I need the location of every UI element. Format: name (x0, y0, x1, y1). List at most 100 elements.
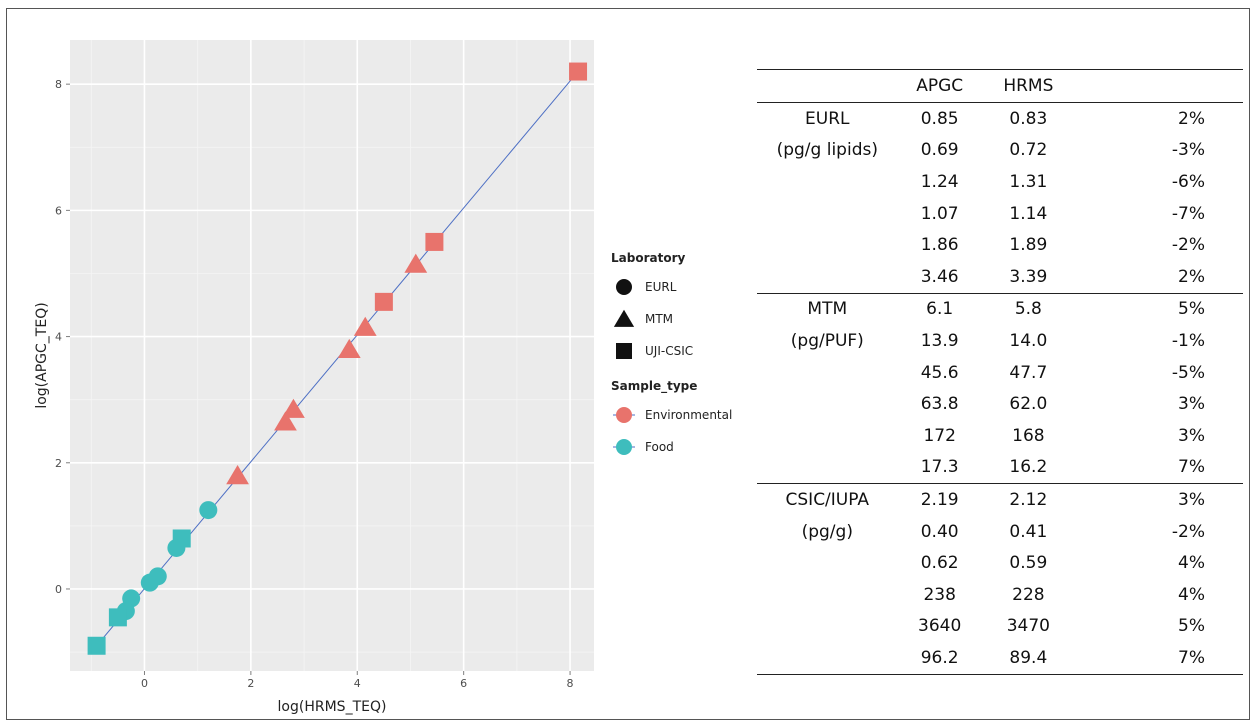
table-cell-diff: 3% (1075, 484, 1243, 516)
table-cell-apgc: 172 (898, 420, 982, 452)
table-row: (pg/g) 0.40 0.41 -2% (757, 516, 1243, 548)
legend-symbol (611, 306, 637, 332)
figure-frame: 0 2 4 6 8 0 2 4 6 8 log(HRMS_TEQ) log(APGC_TEQ) Lab… (6, 8, 1250, 720)
data-point (425, 233, 443, 251)
legend-item-environmental: Environmental (611, 399, 732, 431)
legend-symbol (611, 274, 637, 300)
table-cell-hrms: 47.7 (982, 357, 1075, 389)
table-cell-apgc: 63.8 (898, 388, 982, 420)
legend-laboratory-list: EURL MTM UJI-CSIC (611, 271, 732, 367)
x-tick-label: 2 (247, 677, 254, 690)
table-row: 1.86 1.89 -2% (757, 229, 1243, 261)
table-group-label (757, 642, 898, 674)
legend-item-uji-csic: UJI-CSIC (611, 335, 732, 367)
comparison-table: APGC HRMS EURL 0.85 0.83 2% (pg/g lipids) 0.6… (757, 69, 1243, 675)
table-group-label (757, 388, 898, 420)
legend-label: Environmental (645, 408, 732, 422)
legend-label: EURL (645, 280, 676, 294)
table-group-label (757, 166, 898, 198)
y-tick-label: 4 (55, 331, 62, 344)
table-cell-hrms: 0.59 (982, 547, 1075, 579)
table-row: 3.46 3.39 2% (757, 261, 1243, 293)
table-cell-hrms: 2.12 (982, 484, 1075, 516)
table-group-label (757, 547, 898, 579)
table-body: EURL 0.85 0.83 2% (pg/g lipids) 0.69 0.72 -3% 1.… (757, 103, 1243, 675)
data-point (109, 608, 127, 626)
y-tick-label: 0 (55, 583, 62, 596)
table-cell-hrms: 62.0 (982, 388, 1075, 420)
legend-marker (616, 279, 632, 295)
table-row: 63.8 62.0 3% (757, 388, 1243, 420)
legend-key (611, 338, 637, 364)
table-header-cell (757, 70, 898, 103)
table-cell-diff: -6% (1075, 166, 1243, 198)
legend-symbol (611, 338, 637, 364)
table-group-label (757, 261, 898, 293)
legend-item-mtm: MTM (611, 303, 732, 335)
table-cell-diff: 7% (1075, 642, 1243, 674)
table-header-row: APGC HRMS (757, 70, 1243, 103)
table-group-label (757, 420, 898, 452)
legend: Laboratory EURL MTM UJI-CSIC Sample_type E… (611, 251, 732, 463)
table-group-label: (pg/PUF) (757, 325, 898, 357)
table-cell-hrms: 0.41 (982, 516, 1075, 548)
table-cell-apgc: 1.07 (898, 198, 982, 230)
table-group-label: CSIC/IUPA (757, 484, 898, 516)
y-tick-label: 8 (55, 78, 62, 91)
table-cell-diff: 3% (1075, 388, 1243, 420)
legend-title-sample-type: Sample_type (611, 379, 732, 393)
table-group-label: MTM (757, 293, 898, 325)
table-cell-hrms: 89.4 (982, 642, 1075, 674)
table-cell-diff: -3% (1075, 135, 1243, 167)
table-cell-apgc: 6.1 (898, 293, 982, 325)
table-row: EURL 0.85 0.83 2% (757, 103, 1243, 135)
x-axis-label: log(HRMS_TEQ) (278, 699, 387, 715)
table-row: 45.6 47.7 -5% (757, 357, 1243, 389)
table-row: 96.2 89.4 7% (757, 642, 1243, 674)
table-cell-diff: 7% (1075, 452, 1243, 484)
y-tick-label: 2 (55, 457, 62, 470)
table-cell-apgc: 1.24 (898, 166, 982, 198)
table-header-hrms: HRMS (982, 70, 1075, 103)
table-row: 17.3 16.2 7% (757, 452, 1243, 484)
table-group-label: (pg/g lipids) (757, 135, 898, 167)
legend-marker (614, 310, 634, 327)
table-cell-diff: -5% (1075, 357, 1243, 389)
table-cell-apgc: 3.46 (898, 261, 982, 293)
table-cell-hrms: 3470 (982, 611, 1075, 643)
table-cell-hrms: 0.72 (982, 135, 1075, 167)
table-group-label (757, 229, 898, 261)
table-cell-apgc: 1.86 (898, 229, 982, 261)
table-group-label: (pg/g) (757, 516, 898, 548)
table-cell-apgc: 13.9 (898, 325, 982, 357)
legend-symbol (611, 434, 637, 460)
table-cell-diff: 2% (1075, 103, 1243, 135)
x-tick-label: 8 (567, 677, 574, 690)
y-axis-label: log(APGC_TEQ) (34, 302, 50, 408)
legend-key (611, 434, 637, 460)
data-point (375, 293, 393, 311)
legend-marker (616, 407, 632, 423)
table-group-label: EURL (757, 103, 898, 135)
table-cell-diff: 4% (1075, 579, 1243, 611)
table-cell-hrms: 16.2 (982, 452, 1075, 484)
data-point (167, 539, 185, 557)
table-row: 3640 3470 5% (757, 611, 1243, 643)
table-row: CSIC/IUPA 2.19 2.12 3% (757, 484, 1243, 516)
data-point (199, 501, 217, 519)
table-row: MTM 6.1 5.8 5% (757, 293, 1243, 325)
table-cell-apgc: 0.85 (898, 103, 982, 135)
y-tick-label: 6 (55, 204, 62, 217)
legend-label: UJI-CSIC (645, 344, 693, 358)
table-row: (pg/g lipids) 0.69 0.72 -3% (757, 135, 1243, 167)
table-cell-hrms: 0.83 (982, 103, 1075, 135)
table-cell-hrms: 168 (982, 420, 1075, 452)
legend-label: Food (645, 440, 674, 454)
table-cell-diff: -2% (1075, 516, 1243, 548)
x-tick-label: 0 (141, 677, 148, 690)
data-point (141, 574, 159, 592)
data-point (569, 63, 587, 81)
table-header-cell (1075, 70, 1243, 103)
table-cell-hrms: 5.8 (982, 293, 1075, 325)
table-row: (pg/PUF) 13.9 14.0 -1% (757, 325, 1243, 357)
